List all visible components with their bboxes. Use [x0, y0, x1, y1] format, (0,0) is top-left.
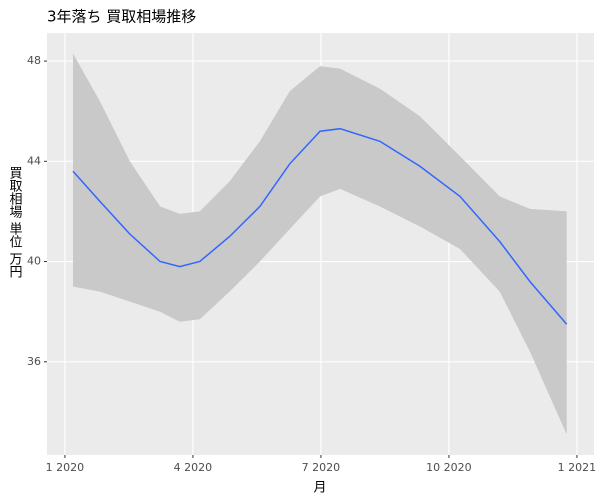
y-tick-label: 40: [27, 255, 41, 268]
y-tick-label: 44: [27, 154, 41, 167]
y-tick-label: 48: [27, 54, 41, 67]
y-axis-title: 買取相場 単位 万円: [7, 166, 23, 279]
y-tick-label: 36: [27, 355, 41, 368]
x-axis-title: 月: [313, 481, 326, 496]
smooth-line: [72, 127, 568, 325]
x-tick-label: 1 2020: [46, 461, 85, 474]
confidence-band: [73, 53, 567, 435]
chart-title: 3年落ち 買取相場推移: [47, 8, 196, 26]
x-tick-label: 1 2021: [558, 461, 597, 474]
x-tick-label: 7 2020: [302, 461, 341, 474]
x-tick-label: 4 2020: [174, 461, 213, 474]
x-tick-label: 10 2020: [426, 461, 472, 474]
